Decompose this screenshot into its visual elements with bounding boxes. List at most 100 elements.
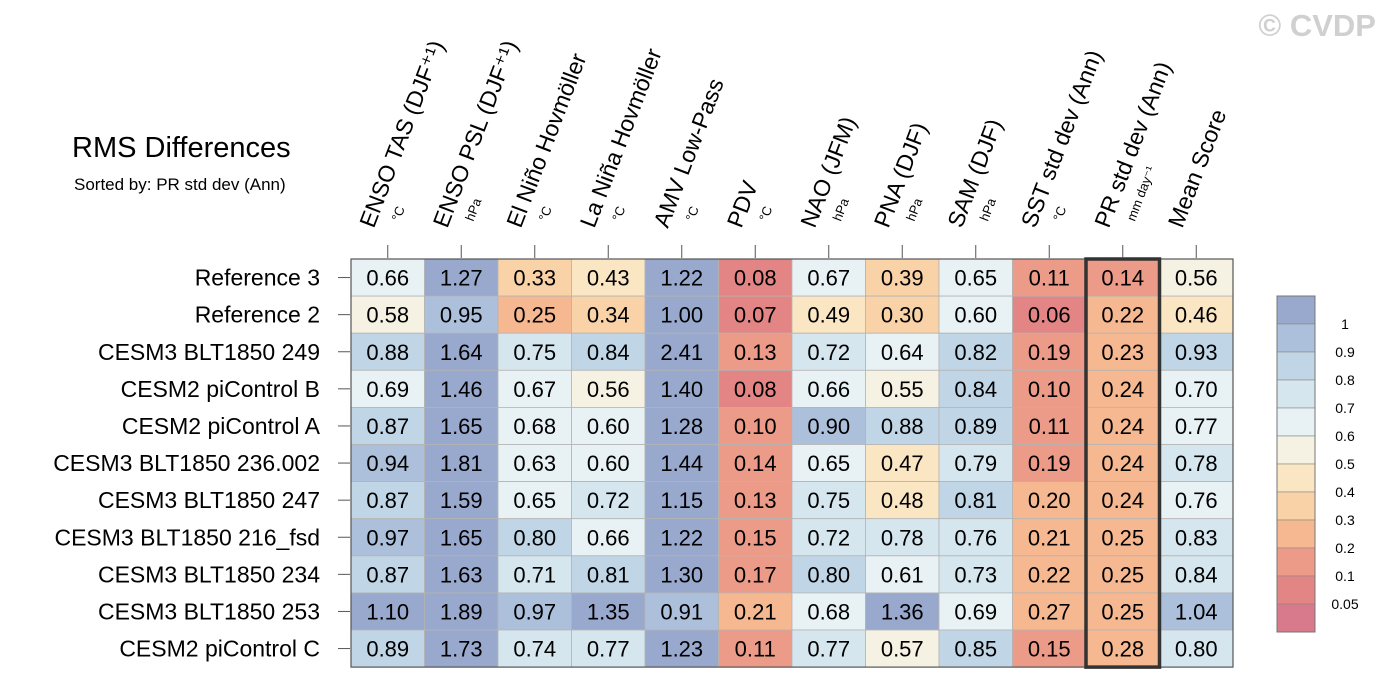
cell-value: 0.28 [1101,637,1144,662]
colorbar-swatch [1276,351,1316,381]
column-unit: °C [1050,204,1069,223]
cell-value: 0.87 [366,414,409,439]
cell-value: 0.77 [1175,414,1218,439]
cell-value: 0.19 [1028,340,1071,365]
column-label: PNA (DJF) [869,119,933,231]
cell-value: 0.33 [513,266,556,291]
cell-value: 0.10 [734,414,777,439]
colorbar-swatch [1276,295,1316,325]
heatmap-cell [571,444,646,482]
cell-value: 0.81 [954,488,997,513]
cell-value: 1.04 [1175,599,1218,624]
cell-value: 0.48 [881,488,924,513]
cell-value: 0.80 [513,525,556,550]
heatmap-cell [571,518,646,557]
cell-value: 0.84 [1175,562,1218,587]
colorbar-label: 1 [1341,316,1349,332]
cell-value: 0.90 [807,414,850,439]
heatmap-cell [350,444,425,482]
cell-value: 0.56 [587,377,630,402]
column-unit: hPa [830,195,853,223]
colorbar-label: 0.2 [1335,540,1355,556]
heatmap-cell [718,555,793,594]
cell-value: 0.46 [1175,303,1218,328]
heatmap-cell [1012,295,1087,334]
row-label: CESM3 BLT1850 236.002 [53,450,320,476]
row-label: CESM2 piControl B [121,376,320,402]
cell-value: 0.17 [734,562,777,587]
heatmap-cell [938,629,1013,668]
cell-value: 0.23 [1101,340,1144,365]
cell-value: 1.81 [440,451,483,476]
cell-value: 1.15 [660,488,703,513]
heatmap-cell [718,369,793,408]
cell-value: 0.93 [1175,340,1218,365]
heatmap-cell [1159,481,1234,520]
cell-value: 1.30 [660,562,703,587]
cell-value: 0.24 [1101,377,1144,402]
heatmap-cell [718,258,793,297]
cell-value: 0.97 [366,525,409,550]
heatmap-cell [1159,518,1234,557]
heatmap-cell [497,332,572,371]
heatmap-cell [791,592,866,631]
cell-value: 0.68 [513,414,556,439]
heatmap-cell [1012,258,1087,297]
cell-value: 0.67 [807,266,850,291]
cell-value: 0.11 [735,637,776,662]
cell-value: 0.47 [881,451,924,476]
heatmap-cell [1159,555,1234,594]
heatmap-cell [644,332,719,371]
heatmap-cell [1085,518,1160,557]
chart-subtitle: Sorted by: PR std dev (Ann) [74,175,286,194]
cell-value: 0.43 [587,266,630,291]
cell-value: 0.21 [734,599,777,624]
cell-value: 0.75 [807,488,850,513]
heatmap-cell [1012,518,1087,557]
heatmap-cell [571,555,646,594]
heatmap-cell [350,369,425,408]
column-label: SST std dev (Ann) [1016,46,1107,230]
cell-value: 0.65 [954,266,997,291]
cell-value: 0.06 [1028,303,1071,328]
colorbar-swatch [1276,519,1316,549]
heatmap-cell [1012,629,1087,668]
colorbar-label: 0.3 [1335,512,1355,528]
cell-value: 0.15 [1028,637,1071,662]
heatmap-cell [938,369,1013,408]
cell-value: 0.84 [587,340,630,365]
cell-value: 0.66 [807,377,850,402]
heatmap-cell [938,295,1013,334]
cell-value: 0.81 [587,562,630,587]
cell-value: 0.91 [660,599,703,624]
heatmap-grid: 0.66 1.27 0.33 0.43 1.22 0.08 0.67 0.39 0.65 0.11… [350,257,1234,669]
chart-title: RMS Differences [72,132,291,164]
watermark: © CVDP [1258,8,1376,43]
cell-value: 0.13 [734,340,777,365]
heatmap-cell [865,258,940,297]
heatmap-cell [350,258,425,297]
colorbar: 1 0.9 0.8 0.7 0.6 0.5 0.4 0.3 0.2 0.1 0.05 [1276,295,1359,633]
heatmap-cell [571,592,646,631]
cell-value: 0.39 [881,266,924,291]
cell-value: 0.89 [954,414,997,439]
cell-value: 0.60 [954,303,997,328]
cell-value: 1.22 [660,525,703,550]
column-unit: °C [683,204,702,223]
cell-value: 1.65 [440,414,483,439]
heatmap-cell [497,481,572,520]
colorbar-label: 0.6 [1335,428,1355,444]
column-label: La Niña Hovmöller [575,45,667,231]
cell-value: 1.22 [660,266,703,291]
cell-value: 0.87 [366,488,409,513]
heatmap-cell [1012,592,1087,631]
cell-value: 1.63 [440,562,483,587]
column-unit: °C [389,204,408,223]
heatmap-cell [1085,629,1160,668]
cell-value: 1.10 [366,599,409,624]
cell-value: 1.65 [440,525,483,550]
cell-value: 1.35 [587,599,630,624]
column-unit: °C [756,204,775,223]
heatmap-cell [718,444,793,482]
cell-value: 1.73 [440,637,483,662]
